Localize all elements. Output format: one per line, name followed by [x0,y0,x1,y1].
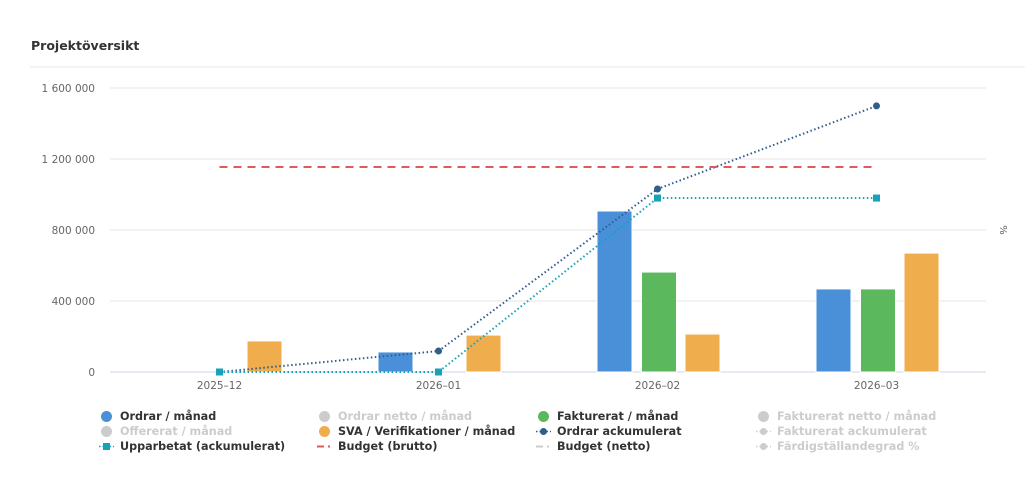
legend-label: Upparbetat (ackumulerat) [120,439,286,453]
y-tick-label: 1 200 000 [42,154,95,166]
legend-label: Ordrar netto / månad [338,409,473,423]
legend-dot-icon [100,410,114,422]
bar-sva-verifikationer-m-nad [903,252,940,373]
legend-item-offererat-m-nad[interactable]: Offererat / månad [100,424,232,438]
legend-line-icon [756,440,771,452]
x-tick-label: 2026–02 [635,380,680,392]
y-tick-label: 400 000 [52,296,95,308]
marker-point [873,102,880,110]
legend-label: Budget (netto) [557,439,651,453]
marker-point [216,368,223,376]
bar-ordrar-m-nad [815,288,852,373]
marker-point [654,185,661,193]
legend-item-sva-verifikationer-m-nad[interactable]: SVA / Verifikationer / månad [318,424,515,438]
legend-label: Färdigställandegrad % [777,439,920,453]
legend-item-budget-netto-[interactable]: Budget (netto) [536,439,651,453]
legend-line-icon [536,440,551,452]
legend-item-f-rdigst-llandegrad-[interactable]: Färdigställandegrad % [756,439,920,453]
marker-point [873,194,880,202]
legend-line-icon [756,425,771,437]
legend-label: Offererat / månad [120,424,233,438]
legend-label: SVA / Verifikationer / månad [338,424,516,438]
line-upparbetat-ackumulerat- [219,197,877,373]
line-ordrar-ackumulerat [219,104,877,373]
marker-point [654,194,661,202]
legend-item-ordrar-ackumulerat[interactable]: Ordrar ackumulerat [536,424,682,438]
y-tick-label: 800 000 [52,225,95,237]
legend-line-icon [99,440,114,452]
legend-item-upparbetat-ackumulerat-[interactable]: Upparbetat (ackumulerat) [99,439,286,453]
marker-point [435,368,442,376]
legend-line-icon [536,425,551,437]
legend-dot-icon [757,410,771,422]
bar-fakturerat-m-nad [641,271,677,373]
legend-label: Ordrar / månad [120,409,217,423]
legend-dot-icon [318,410,332,422]
legend-item-ordrar-netto-m-nad[interactable]: Ordrar netto / månad [318,409,472,423]
legend-label: Fakturerat netto / månad [777,409,937,423]
legend-dot-icon [537,410,551,422]
legend-label: Fakturerat ackumulerat [777,424,927,438]
legend-item-ordrar-m-nad[interactable]: Ordrar / månad [100,409,216,423]
header-divider [30,66,1025,68]
legend-label: Fakturerat / månad [557,409,679,423]
x-tick-label: 2026–03 [854,380,899,392]
marker-point [435,347,442,355]
y-tick-label: 1 600 000 [42,83,95,95]
legend-label: Ordrar ackumulerat [557,424,682,438]
legend-line-icon [317,440,332,452]
y-tick-label: 0 [88,367,95,379]
legend-item-fakturerat-ackumulerat[interactable]: Fakturerat ackumulerat [756,424,927,438]
x-tick-label: 2025–12 [197,380,242,392]
x-tick-label: 2026–01 [416,380,461,392]
bar-sva-verifikationer-m-nad [684,333,721,373]
bar-fakturerat-m-nad [860,288,896,373]
legend-item-fakturerat-netto-m-nad[interactable]: Fakturerat netto / månad [757,409,936,423]
secondary-axis-label: % [997,225,1008,235]
legend-item-budget-brutto-[interactable]: Budget (brutto) [317,439,438,453]
page-title: Projektöversikt [31,38,140,53]
legend-dot-icon [100,425,114,437]
project-overview-chart: 0 400 000 800 000 1 200 000 1 600 000% 2025–1… [42,83,1008,392]
bar-sva-verifikationer-m-nad [465,334,502,373]
legend-item-fakturerat-m-nad[interactable]: Fakturerat / månad [537,409,678,423]
legend-dot-icon [318,425,332,437]
bar-ordrar-m-nad [596,210,633,373]
legend-label: Budget (brutto) [338,439,438,453]
